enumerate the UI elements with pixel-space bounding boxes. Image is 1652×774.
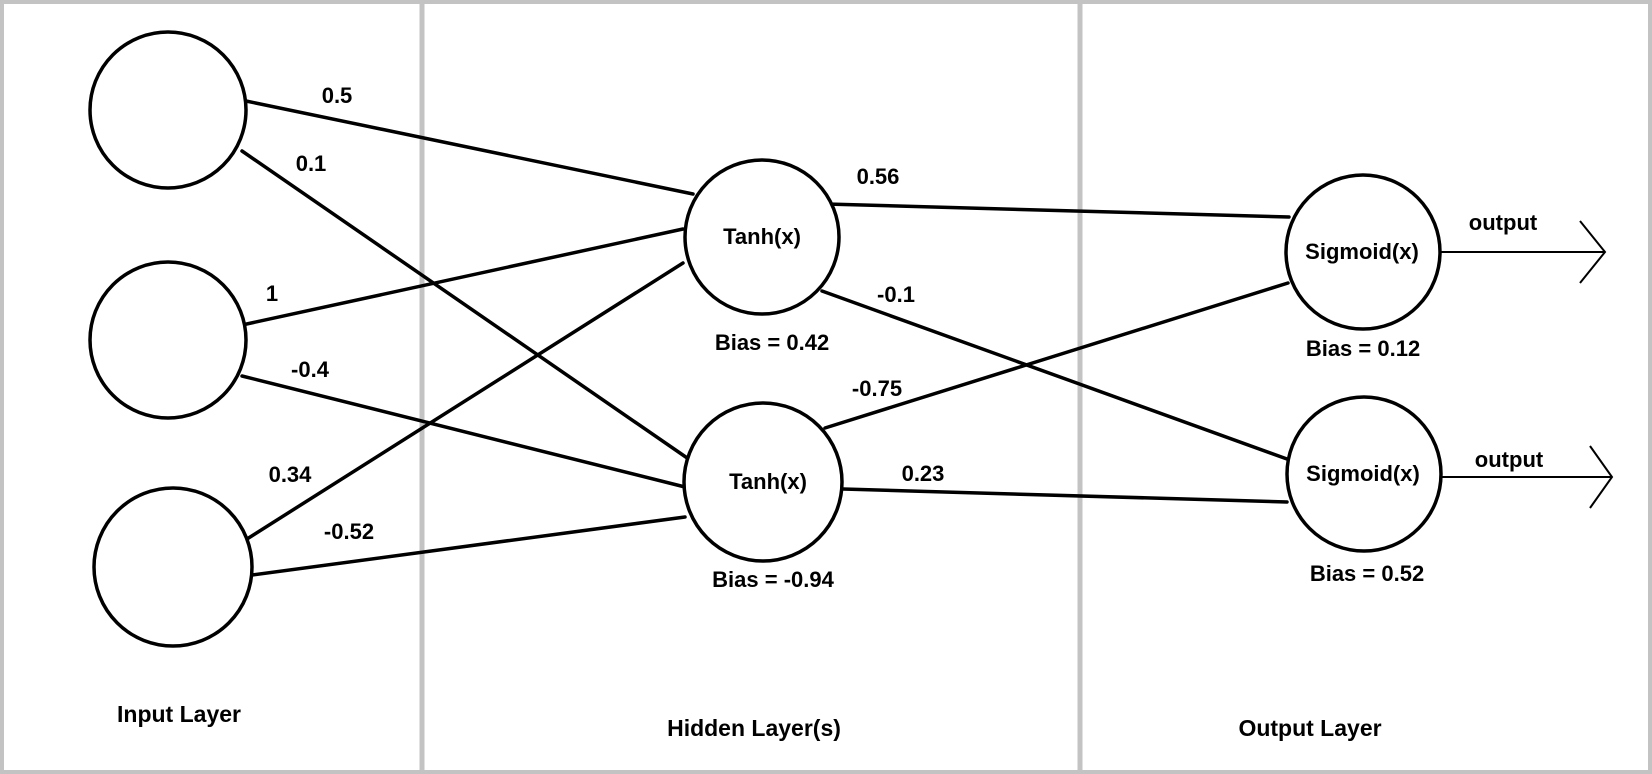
edge-h1-o2 <box>820 289 1289 461</box>
weight-i1-h1: 0.5 <box>322 83 353 108</box>
edge-i3-h2 <box>250 515 687 577</box>
hidden-layer-title: Hidden Layer(s) <box>667 715 841 741</box>
hidden-node-2 <box>682 401 844 563</box>
output-node-1-bias: Bias = 0.12 <box>1306 336 1420 361</box>
weight-h1-o2: -0.1 <box>877 282 915 307</box>
input-node-1 <box>88 30 248 190</box>
output-node-1-label: Sigmoid(x) <box>1305 239 1419 264</box>
weight-h2-o1: -0.75 <box>852 376 902 401</box>
edge-i3-h1 <box>245 261 685 541</box>
input-node-3 <box>92 486 254 648</box>
output-node-2-label: Sigmoid(x) <box>1306 461 1420 486</box>
output-layer-title: Output Layer <box>1238 715 1381 741</box>
output-arrow-1-head <box>1579 220 1607 284</box>
node-labels: Tanh(x) Tanh(x) Sigmoid(x) Sigmoid(x) <box>723 224 1420 494</box>
weight-i2-h2: -0.4 <box>291 357 330 382</box>
edge-h2-o2 <box>841 487 1289 504</box>
edge-i1-h2 <box>240 149 695 464</box>
edge-i2-h1 <box>240 227 685 327</box>
edge-h1-o1 <box>824 202 1291 219</box>
output-label-2: output <box>1475 447 1544 472</box>
connections-input-hidden <box>240 99 695 577</box>
weight-i1-h2: 0.1 <box>296 151 327 176</box>
output-node-2 <box>1285 395 1443 553</box>
output-arrows <box>1440 220 1614 509</box>
output-labels: output output <box>1469 210 1544 472</box>
output-label-1: output <box>1469 210 1538 235</box>
output-node-2-bias: Bias = 0.52 <box>1310 561 1424 586</box>
bias-labels: Bias = 0.42 Bias = -0.94 Bias = 0.12 Bia… <box>712 330 1424 592</box>
hidden-node-2-bias: Bias = -0.94 <box>712 567 834 592</box>
output-node-1 <box>1284 173 1442 331</box>
nodes <box>88 30 1443 648</box>
input-node-2 <box>88 260 248 420</box>
edge-h2-o1 <box>823 281 1290 430</box>
hidden-node-1-bias: Bias = 0.42 <box>715 330 829 355</box>
weight-labels: 0.5 0.1 1 -0.4 0.34 -0.52 0.56 -0.1 -0.7… <box>266 83 945 544</box>
input-layer-title: Input Layer <box>117 701 241 727</box>
output-arrow-2-head <box>1589 445 1614 509</box>
hidden-node-2-label: Tanh(x) <box>729 469 807 494</box>
hidden-node-1 <box>683 158 841 316</box>
layer-titles: Input Layer Hidden Layer(s) Output Layer <box>117 701 1382 741</box>
hidden-node-1-label: Tanh(x) <box>723 224 801 249</box>
edge-i2-h2 <box>240 374 687 489</box>
edge-i1-h1 <box>244 99 695 196</box>
weight-h1-o1: 0.56 <box>857 164 900 189</box>
weight-i3-h2: -0.52 <box>324 519 374 544</box>
weight-i3-h1: 0.34 <box>269 462 313 487</box>
weight-h2-o2: 0.23 <box>902 461 945 486</box>
connections-hidden-output <box>820 202 1291 504</box>
weight-i2-h1: 1 <box>266 281 278 306</box>
